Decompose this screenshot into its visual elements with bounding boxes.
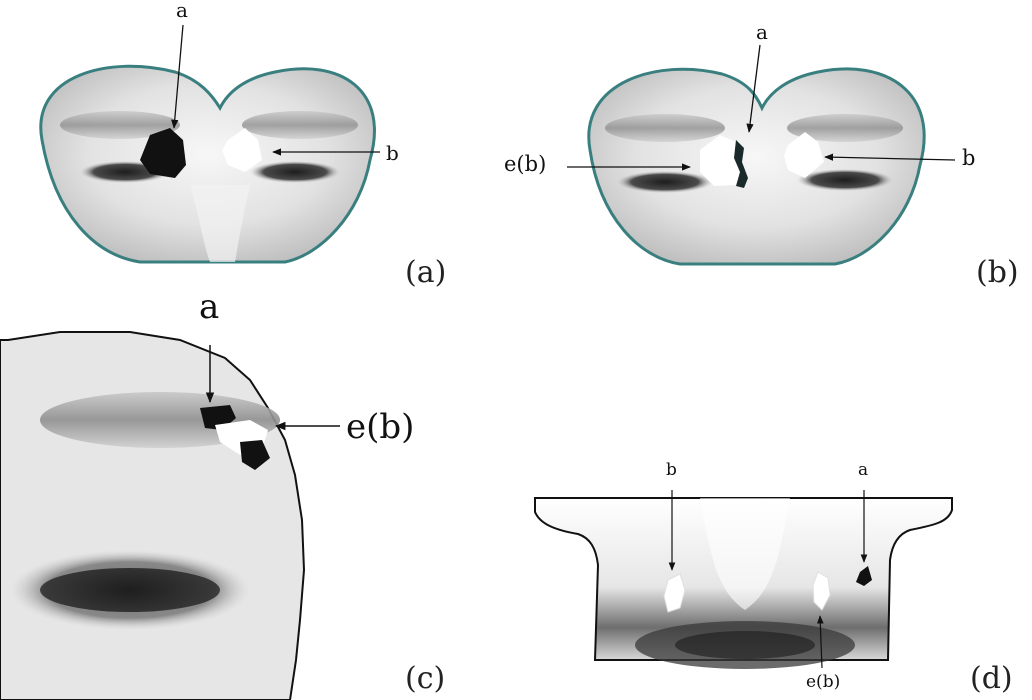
annotation-a: a <box>176 0 188 22</box>
marker-b-light <box>222 128 262 172</box>
marker-b-light <box>663 573 686 613</box>
nose-region-image-d <box>534 490 953 669</box>
marker-dark-lower <box>240 440 270 470</box>
annotation-a: a <box>199 287 220 327</box>
panel-b: a e(b) b (b) <box>500 0 1032 290</box>
marker-eb-light <box>812 571 831 611</box>
annotation-b: b <box>962 146 976 170</box>
marker-b-light <box>784 132 824 178</box>
face-zoom-image-c <box>0 331 340 700</box>
panel-label-c: (c) <box>405 661 446 696</box>
panel-label-a: (a) <box>405 255 447 290</box>
annotation-eb: e(b) <box>504 152 547 176</box>
face-image-a <box>39 24 380 264</box>
marker-a-dark <box>856 566 872 586</box>
annotation-b: b <box>666 460 677 480</box>
panel-label-b: (b) <box>976 255 1019 290</box>
panel-a: a b (a) <box>0 0 460 290</box>
panel-c: a e(b) (c) <box>0 290 480 700</box>
annotation-eb: e(b) <box>806 672 841 692</box>
marker-a-dark-edge <box>734 140 748 188</box>
marker-a-dark <box>140 128 186 178</box>
panel-d: b a e(b) (d) <box>500 290 1032 700</box>
annotation-a: a <box>858 460 869 480</box>
panel-label-d: (d) <box>970 661 1013 696</box>
annotation-a: a <box>756 20 768 44</box>
face-image-b <box>567 44 956 266</box>
annotation-eb: e(b) <box>346 407 415 447</box>
annotation-b: b <box>386 141 399 165</box>
marker-eb-light <box>700 135 744 186</box>
